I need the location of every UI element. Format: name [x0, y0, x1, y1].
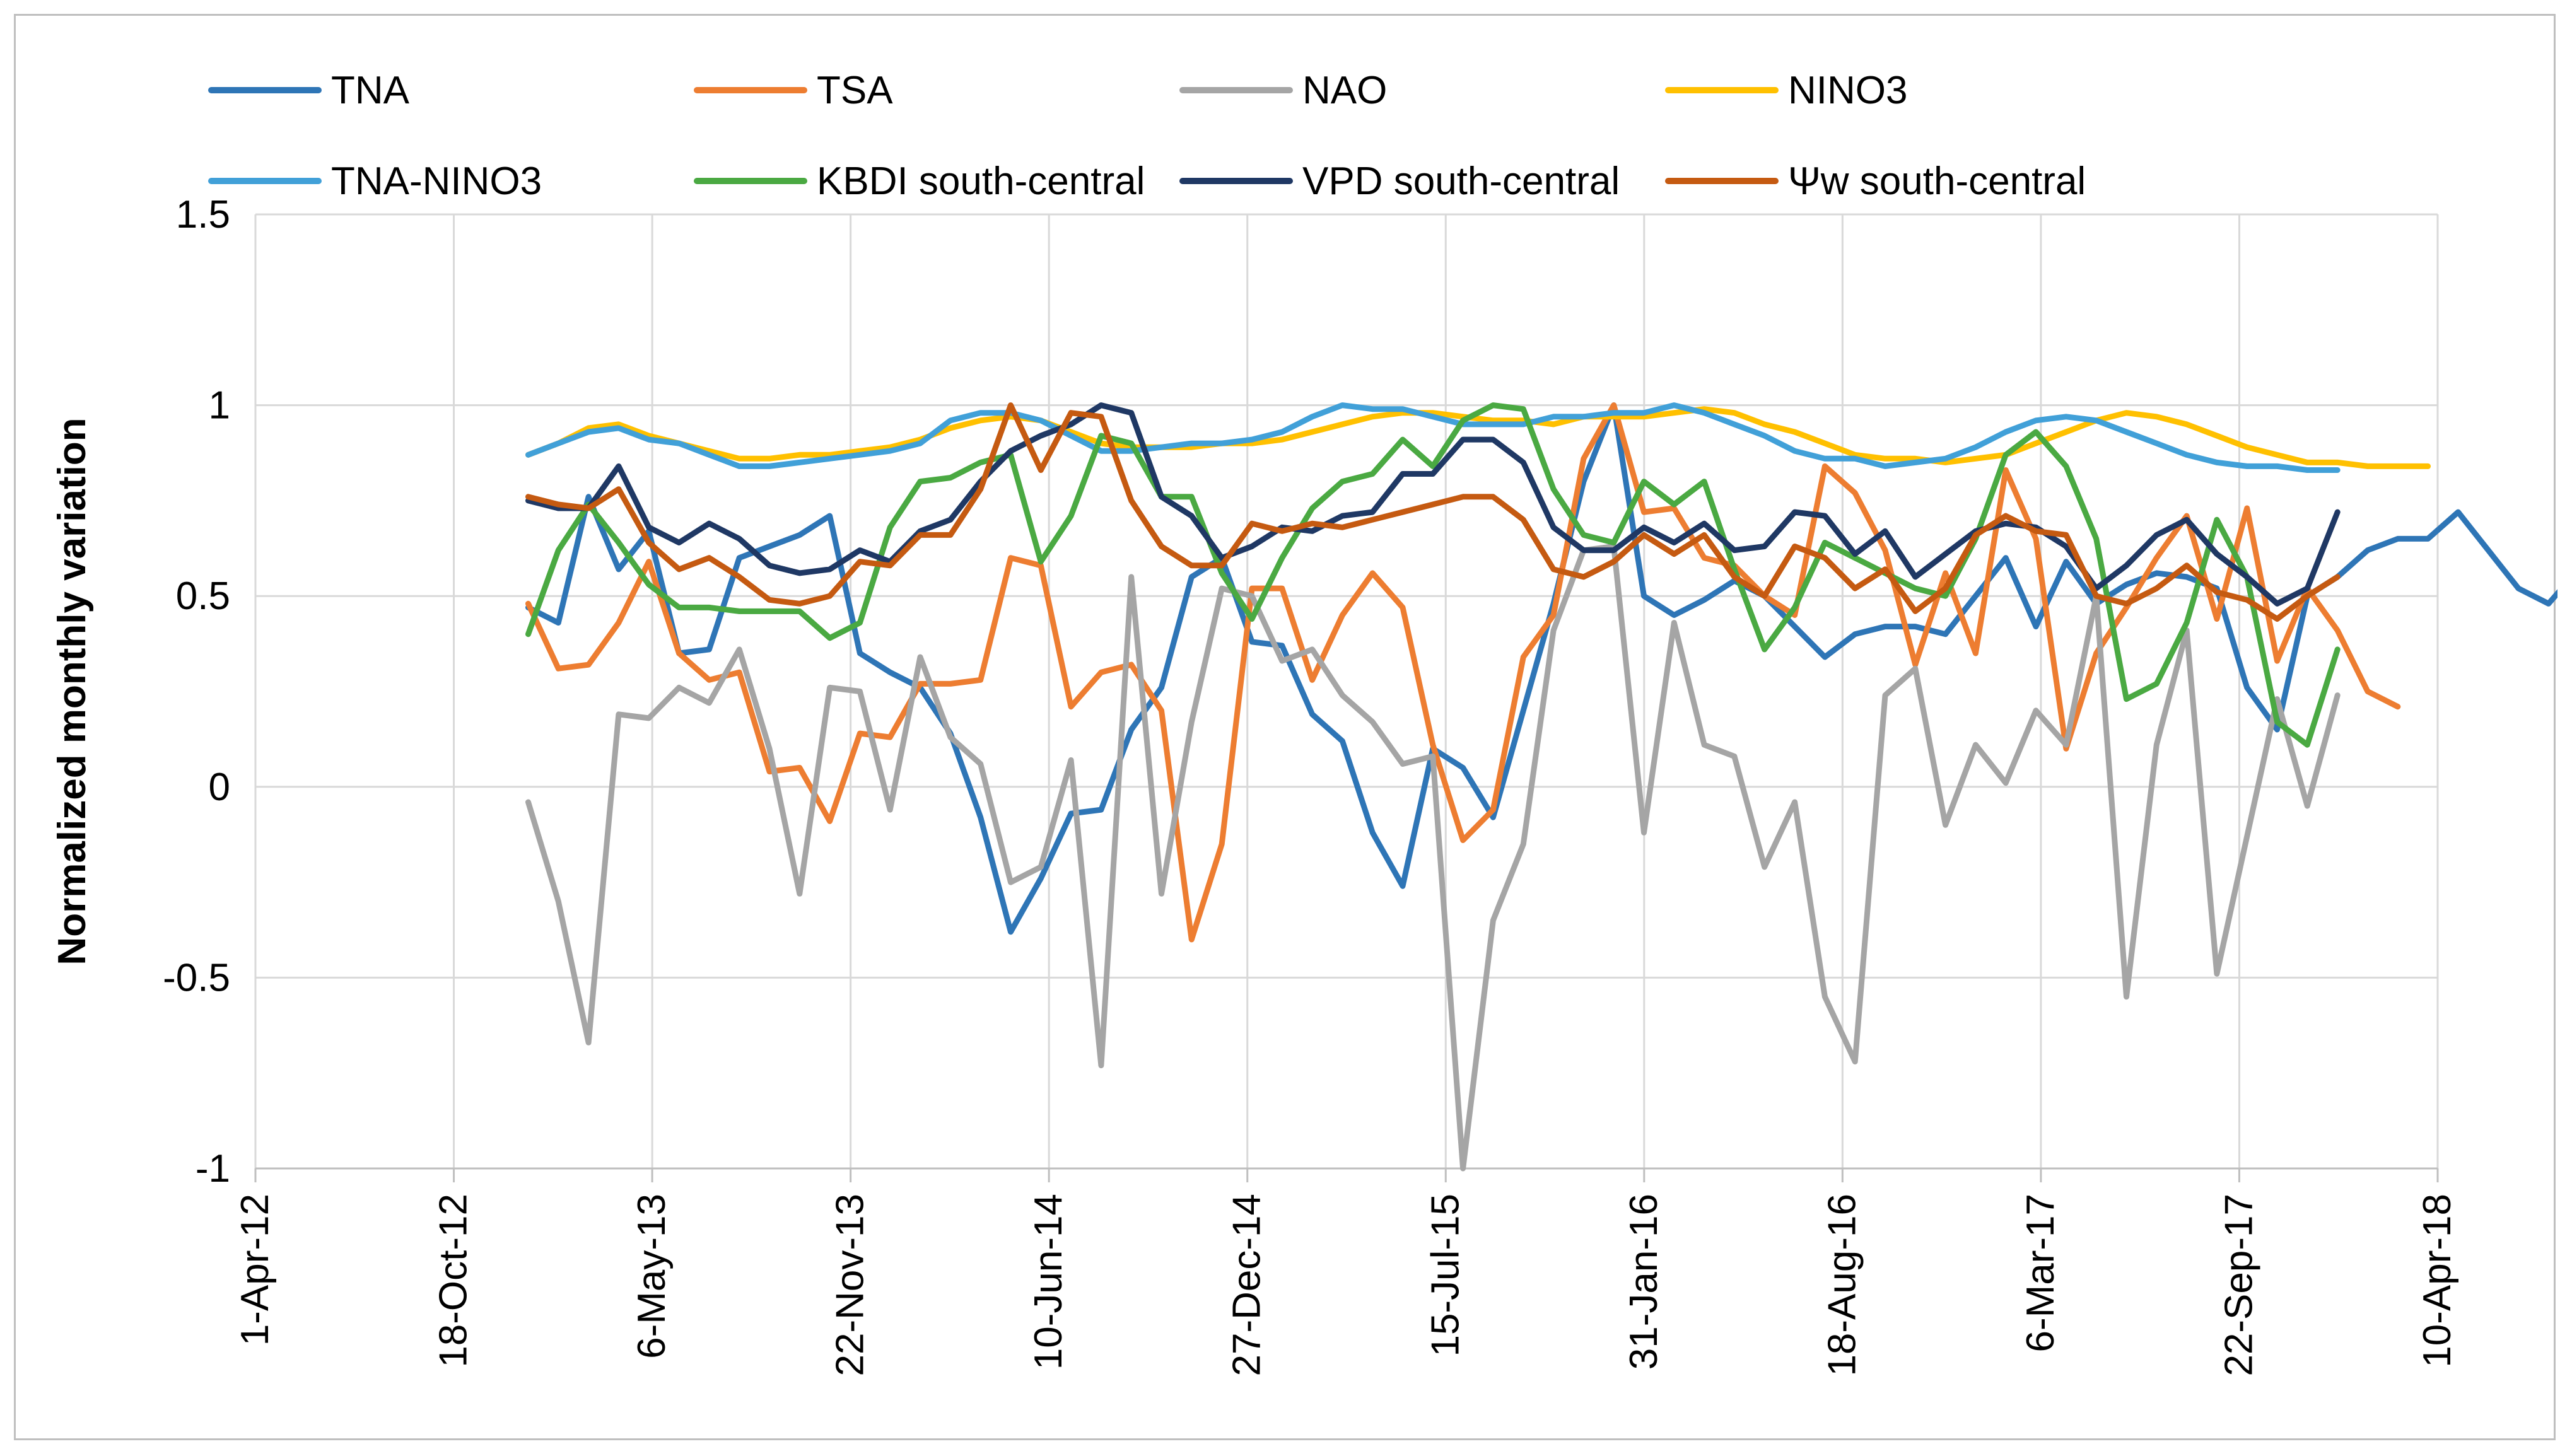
- y-tick-label: 0.5: [176, 574, 230, 618]
- chart-frame: -1 -0.5 0 0.5 1 1.5 1-Apr-12 18-Oct-12 6-May-13 2…: [14, 14, 2557, 1440]
- series-line-nino3: [525, 406, 2431, 469]
- series-line-kbdi-south-central: [525, 402, 2341, 748]
- x-tick-label: 31-Jan-16: [1622, 1194, 1666, 1370]
- legend-label: TNA: [331, 69, 410, 112]
- x-tick-label: 18-Oct-12: [432, 1194, 476, 1368]
- series-line-vpd-south-central: [525, 402, 2341, 607]
- x-tick-label: 18-Aug-16: [1820, 1194, 1864, 1377]
- series-line-tsa: [525, 402, 2401, 943]
- x-tick-label: 10-Jun-14: [1027, 1194, 1070, 1370]
- x-tick-label: 6-May-13: [630, 1194, 674, 1359]
- series-line-tna: [525, 402, 2557, 935]
- line-chart: -1 -0.5 0 0.5 1 1.5 1-Apr-12 18-Oct-12 6-May-13 2…: [50, 69, 2557, 1377]
- x-tick-label: 10-Apr-18: [2416, 1194, 2459, 1368]
- legend-label: NAO: [1302, 69, 1387, 112]
- legend-label: KBDI south-central: [817, 160, 1145, 203]
- series-line--w-south-central: [525, 402, 2341, 622]
- series-line-nao: [525, 544, 2341, 1172]
- y-tick-label: -0.5: [163, 956, 230, 999]
- y-tick-label: 1: [209, 384, 230, 428]
- legend-label: TNA-NINO3: [331, 160, 542, 203]
- legend-label: TSA: [817, 69, 893, 112]
- x-tick-label: 22-Sep-17: [2217, 1194, 2260, 1377]
- y-tick-label: -1: [196, 1147, 230, 1191]
- x-tick-label: 15-Jul-15: [1423, 1194, 1467, 1356]
- x-tick-label: 27-Dec-14: [1225, 1194, 1269, 1376]
- x-tick-label: 1-Apr-12: [233, 1194, 277, 1346]
- y-tick-label: 1.5: [176, 193, 230, 236]
- y-tick-label: 0: [209, 766, 230, 809]
- series-line-tna-nino3: [525, 402, 2341, 473]
- y-axis-title: Normalized monthly variation: [50, 417, 94, 965]
- x-tick-label: 6-Mar-17: [2019, 1194, 2062, 1353]
- legend-label: NINO3: [1788, 69, 1907, 112]
- legend-label: Ψw south-central: [1788, 160, 2086, 203]
- legend-label: VPD south-central: [1302, 160, 1620, 203]
- x-tick-label: 22-Nov-13: [829, 1194, 872, 1376]
